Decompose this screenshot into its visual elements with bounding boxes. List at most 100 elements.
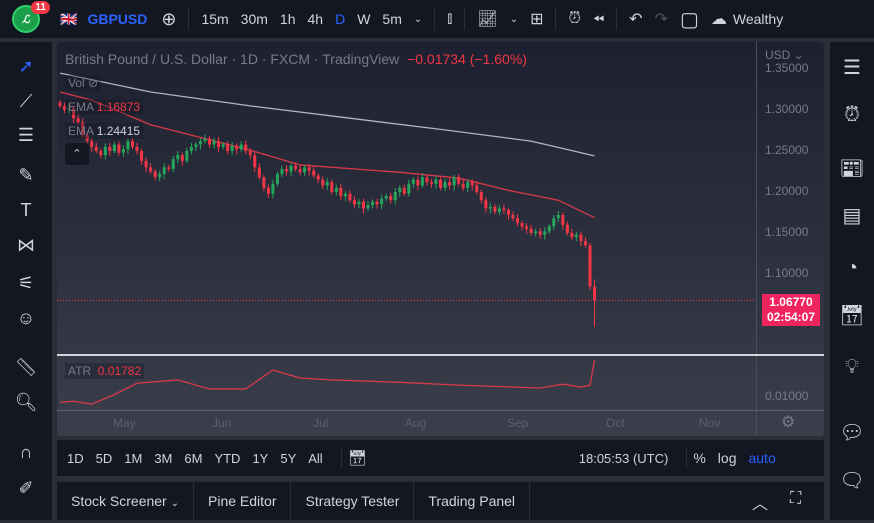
candle-body [207, 138, 211, 145]
alarm-clock-icon[interactable]: ⏰︎ [844, 103, 860, 126]
data-window-icon[interactable]: ◔ [845, 256, 859, 279]
undo-icon[interactable]: ↶ [629, 11, 643, 28]
lock-drawings-icon[interactable]: ✐ [18, 477, 34, 498]
range-6m[interactable]: 6M [184, 450, 203, 466]
chevron-up-icon[interactable]: ︿ [752, 496, 769, 513]
range-1d[interactable]: 1D [67, 450, 84, 466]
tab-trading-panel[interactable]: Trading Panel [414, 482, 531, 520]
candle-body [167, 167, 171, 170]
magnet-icon[interactable]: ∩ [19, 441, 33, 462]
ruler-icon[interactable]: 📏︎ [14, 356, 38, 377]
pane-separator[interactable] [57, 354, 824, 356]
chevron-down-icon[interactable]: ⌄ [170, 498, 179, 509]
replay-icon[interactable]: ⏪︎ [592, 10, 605, 27]
atr-legend[interactable]: ATR 0.01782 [65, 363, 145, 379]
text-icon[interactable]: T [20, 199, 32, 220]
fullscreen-square-icon[interactable]: ▢ [679, 8, 699, 31]
price-tick: 1.35000 [765, 61, 809, 75]
forecast-icon[interactable]: ⚟ [17, 272, 35, 293]
cursor-icon[interactable]: ➚ [18, 55, 34, 76]
percent-toggle[interactable]: % [693, 450, 706, 466]
ema-slow-legend[interactable]: EMA 1.24415 [65, 123, 144, 139]
profile-logo[interactable]: ℒ 11 [12, 1, 50, 33]
chart-panel[interactable]: British Pound / U.S. Dollar · 1D · FXCM … [57, 42, 824, 436]
candle-body [534, 231, 538, 233]
emoji-icon[interactable]: ☺ [16, 307, 36, 328]
pattern-icon[interactable]: ⋈ [17, 234, 35, 255]
range-1m[interactable]: 1M [124, 450, 143, 466]
candle-body [466, 182, 470, 188]
interval-5m[interactable]: 5m [382, 11, 402, 27]
cloud-icon[interactable]: ☁︎ [710, 11, 727, 28]
chevron-down-icon[interactable]: ⌄ [509, 13, 519, 25]
hotlist-icon[interactable]: ▤ [842, 204, 862, 227]
range-1y[interactable]: 1Y [252, 450, 269, 466]
candle-body [525, 226, 529, 229]
indicators-icon[interactable]: 📈︎ [477, 11, 498, 28]
interval-w[interactable]: W [357, 11, 371, 27]
layout-grid-icon[interactable]: ⊞ [530, 11, 544, 28]
range-all[interactable]: All [308, 450, 323, 466]
candle-body [443, 182, 447, 188]
candle-body [149, 167, 153, 172]
chevron-down-icon[interactable]: ⌄ [413, 13, 423, 25]
tab-pine-editor[interactable]: Pine Editor [194, 482, 292, 520]
candle-body [226, 144, 230, 151]
tab-stock-screener[interactable]: Stock Screener ⌄ [57, 482, 194, 520]
candle-body [140, 151, 144, 161]
candle-body [285, 169, 288, 172]
candle-body [212, 141, 216, 145]
messages-icon[interactable]: 🗨︎ [839, 469, 865, 492]
brush-icon[interactable]: ✎ [18, 164, 34, 185]
interval-30m[interactable]: 30m [240, 11, 268, 27]
candle-body [479, 192, 483, 201]
volume-indicator[interactable]: Vol ⊘ [65, 75, 102, 91]
interval-4h[interactable]: 4h [307, 11, 324, 27]
range-3m[interactable]: 3M [154, 450, 173, 466]
fib-retracement-icon[interactable]: ☰ [17, 124, 35, 145]
auto-toggle[interactable]: auto [748, 450, 776, 466]
candle-body [552, 218, 556, 227]
tab-strategy-tester[interactable]: Strategy Tester [291, 482, 415, 520]
interval-15m[interactable]: 15m [201, 11, 229, 27]
candle-body [121, 149, 125, 153]
candle-body [565, 224, 569, 233]
ema-label: EMA [68, 100, 94, 114]
news-icon[interactable]: 📰︎ [839, 157, 865, 180]
symbol-search[interactable]: GBPUSD [87, 11, 148, 27]
range-5d[interactable]: 5D [95, 450, 113, 466]
log-toggle[interactable]: log [717, 450, 737, 466]
candle-body [180, 155, 184, 161]
candles-icon[interactable]: ⫾ [447, 10, 453, 27]
candle-body [511, 214, 515, 219]
hidden-eye-icon[interactable]: ⊘ [88, 76, 99, 90]
candle-body [221, 144, 225, 147]
utc-clock[interactable]: 18:05:53 (UTC) [578, 450, 669, 466]
candle-body [203, 138, 207, 142]
chat-icon[interactable]: 💬︎ [839, 421, 865, 444]
compare-add-icon[interactable]: ⊕ [161, 8, 177, 29]
chart-legend: British Pound / U.S. Dollar · 1D · FXCM … [65, 51, 527, 67]
calendar-icon[interactable]: 📅︎ [839, 304, 865, 327]
maximize-icon[interactable]: ⛶ [790, 490, 802, 507]
redo-icon[interactable]: ↷ [654, 11, 668, 28]
trend-line-icon[interactable]: ⟋ [19, 90, 33, 111]
zoom-in-icon[interactable]: 🔍︎ [14, 391, 38, 412]
atr-pane[interactable] [57, 356, 756, 410]
currency-selector[interactable]: USD ⌄ [765, 48, 804, 62]
ema-fast-legend[interactable]: EMA 1.16873 [65, 99, 144, 115]
interval-1h[interactable]: 1h [279, 11, 296, 27]
collapse-legend-button[interactable]: ⌃ [65, 143, 89, 165]
price-pane[interactable] [57, 42, 756, 354]
layout-name[interactable]: Wealthy [732, 11, 784, 27]
watchlist-icon[interactable]: ☰ [843, 56, 861, 79]
candle-body [99, 151, 103, 156]
candle-body [484, 200, 488, 209]
go-to-date-icon[interactable]: 📅︎ [347, 450, 367, 467]
range-5y[interactable]: 5Y [280, 450, 297, 466]
range-ytd[interactable]: YTD [214, 450, 241, 466]
settings-gear-icon[interactable]: ⚙ [781, 414, 796, 431]
interval-d[interactable]: D [335, 11, 346, 27]
alert-icon[interactable]: ⏰︎ [568, 10, 581, 27]
ideas-bulb-icon[interactable]: 💡︎ [845, 355, 859, 378]
